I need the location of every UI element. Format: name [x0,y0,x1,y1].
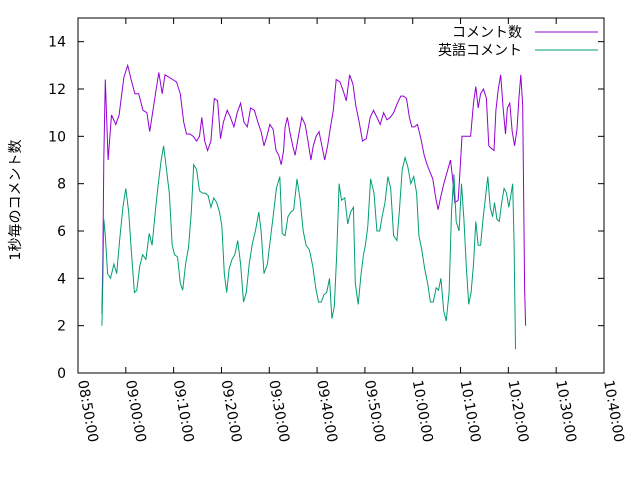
x-tick-label: 09:00:00 [122,379,149,444]
legend-label: 英語コメント [438,42,522,59]
y-axis-ticks: 0 2 4 6 8 10 12 14 [48,35,604,382]
plot-frame [77,17,605,374]
x-tick-label: 09:50:00 [361,379,388,444]
x-tick-label: 10:20:00 [504,379,531,444]
y-tick-label: 2 [57,319,66,335]
y-tick-label: 10 [48,129,66,145]
legend-label: コメント数 [452,25,522,41]
series-line [101,145,516,350]
y-axis-label: 1秒毎のコメント数 [8,140,24,261]
x-tick-label: 10:10:00 [457,379,484,444]
x-tick-label: 10:40:00 [600,379,627,444]
y-tick-label: 6 [57,224,66,240]
x-tick-label: 09:10:00 [170,379,197,444]
x-tick-label: 09:20:00 [218,379,245,444]
x-tick-label: 08:50:00 [74,379,101,444]
x-tick-label: 09:30:00 [265,379,292,444]
plot-border [77,17,605,374]
series-line [101,63,527,326]
x-tick-label: 10:30:00 [552,379,579,444]
y-tick-label: 14 [48,35,66,51]
x-tick-label: 09:40:00 [313,379,340,444]
y-tick-label: 0 [57,366,66,382]
x-tick-label: 10:00:00 [409,379,436,444]
y-tick-label: 8 [57,177,66,193]
series-lines [101,63,527,350]
y-tick-label: 4 [57,271,66,287]
y-tick-label: 12 [48,82,66,98]
